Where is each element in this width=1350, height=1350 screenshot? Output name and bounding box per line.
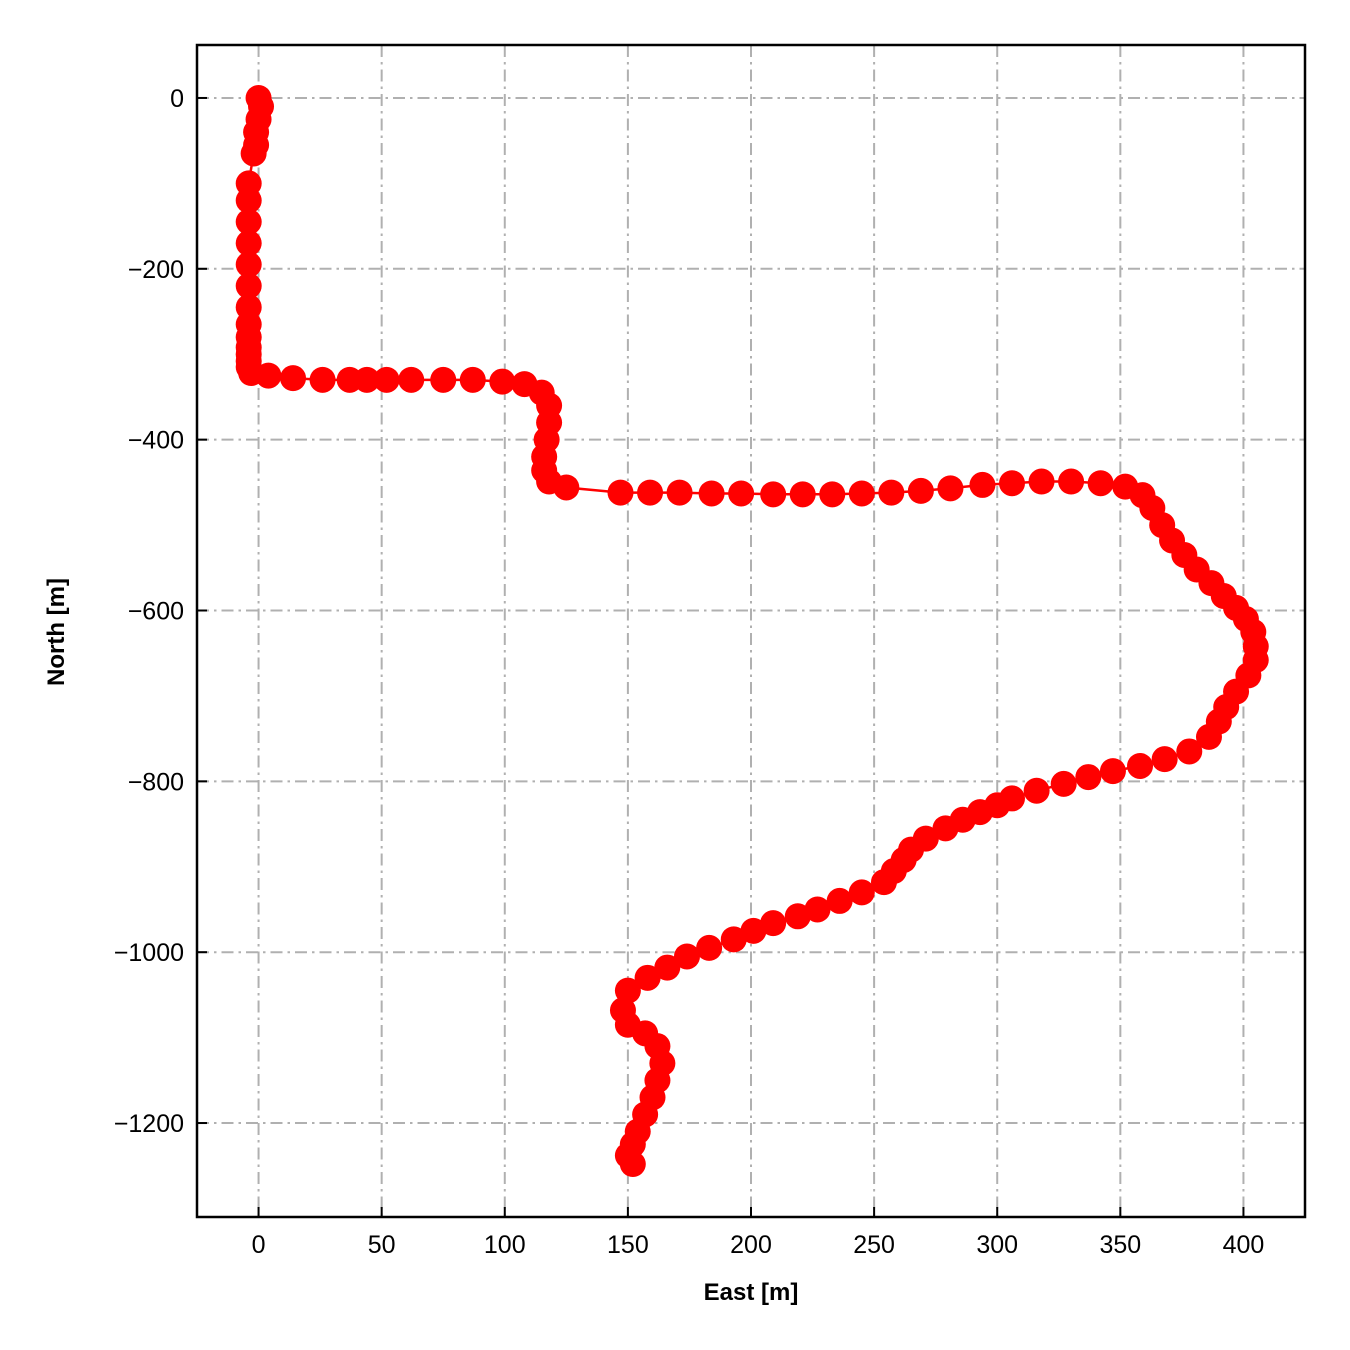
track-point bbox=[969, 471, 996, 498]
track-point bbox=[784, 903, 811, 930]
x-tick-label: 400 bbox=[1223, 1231, 1265, 1259]
track-point bbox=[619, 1151, 646, 1178]
track-point bbox=[637, 479, 664, 506]
track-point bbox=[1151, 746, 1178, 773]
x-tick-label: 150 bbox=[607, 1231, 649, 1259]
x-axis-label: East [m] bbox=[704, 1279, 799, 1306]
track-point bbox=[235, 272, 262, 299]
track-point bbox=[235, 230, 262, 257]
track-point bbox=[430, 366, 457, 393]
y-axis-label: North [m] bbox=[43, 578, 70, 686]
track-point bbox=[398, 366, 425, 393]
track-point bbox=[1050, 770, 1077, 797]
y-tick-label: −200 bbox=[128, 256, 184, 284]
track-point bbox=[932, 815, 959, 842]
y-tick-label: 0 bbox=[170, 85, 184, 113]
track-point bbox=[1099, 758, 1126, 785]
track-point bbox=[1028, 468, 1055, 495]
track-point bbox=[1023, 777, 1050, 804]
x-tick-label: 200 bbox=[730, 1231, 772, 1259]
track-point bbox=[760, 481, 787, 508]
x-tick-label: 300 bbox=[976, 1231, 1018, 1259]
track-point bbox=[614, 977, 641, 1004]
track-point bbox=[235, 251, 262, 278]
track-point bbox=[235, 208, 262, 235]
track-point bbox=[819, 481, 846, 508]
x-tick-label: 50 bbox=[368, 1231, 396, 1259]
track-point bbox=[907, 477, 934, 504]
track-point bbox=[373, 366, 400, 393]
track-point bbox=[870, 869, 897, 896]
x-tick-label: 0 bbox=[252, 1231, 266, 1259]
track-point bbox=[235, 187, 262, 214]
track-point bbox=[1176, 738, 1203, 765]
y-tick-label: −1200 bbox=[114, 1110, 184, 1138]
track-point bbox=[698, 480, 725, 507]
track-point bbox=[696, 934, 723, 961]
track-point bbox=[1075, 764, 1102, 791]
y-tick-label: −1000 bbox=[114, 939, 184, 967]
track-point bbox=[826, 887, 853, 914]
track-point bbox=[760, 910, 787, 937]
track-point bbox=[309, 366, 336, 393]
track-point bbox=[878, 479, 905, 506]
track-point bbox=[673, 943, 700, 970]
track-point bbox=[848, 879, 875, 906]
track-line bbox=[247, 97, 1258, 1165]
track-point bbox=[489, 368, 516, 395]
x-tick-label: 350 bbox=[1099, 1231, 1141, 1259]
track-point bbox=[728, 480, 755, 507]
y-tick-label: −800 bbox=[128, 768, 184, 796]
track-point bbox=[804, 896, 831, 923]
track-point bbox=[1058, 468, 1085, 495]
track-point bbox=[553, 474, 580, 501]
track-point bbox=[607, 479, 634, 506]
y-tick-label: −600 bbox=[128, 597, 184, 625]
track-point bbox=[280, 365, 307, 392]
track-point bbox=[1127, 752, 1154, 779]
y-tick-label: −400 bbox=[128, 427, 184, 455]
track-point bbox=[459, 366, 486, 393]
track-point bbox=[740, 917, 767, 944]
track-point bbox=[789, 481, 816, 508]
track-point bbox=[654, 954, 681, 981]
grid-lines bbox=[197, 45, 1305, 1217]
series-layer bbox=[235, 84, 1269, 1178]
x-tick-label: 250 bbox=[853, 1231, 895, 1259]
track-point bbox=[240, 140, 267, 167]
track-point bbox=[937, 475, 964, 502]
track-point bbox=[666, 479, 693, 506]
track-point bbox=[255, 362, 282, 389]
track-point bbox=[998, 470, 1025, 497]
track-point bbox=[1195, 723, 1222, 750]
x-tick-label: 100 bbox=[484, 1231, 526, 1259]
track-point bbox=[634, 964, 661, 991]
track-point bbox=[848, 480, 875, 507]
track-point bbox=[1087, 470, 1114, 497]
track-point bbox=[353, 366, 380, 393]
ticks: 0 50 100 150 200 250 300 350 400 0 −200 −400 −600 −80… bbox=[114, 85, 1265, 1259]
track-point bbox=[720, 926, 747, 953]
